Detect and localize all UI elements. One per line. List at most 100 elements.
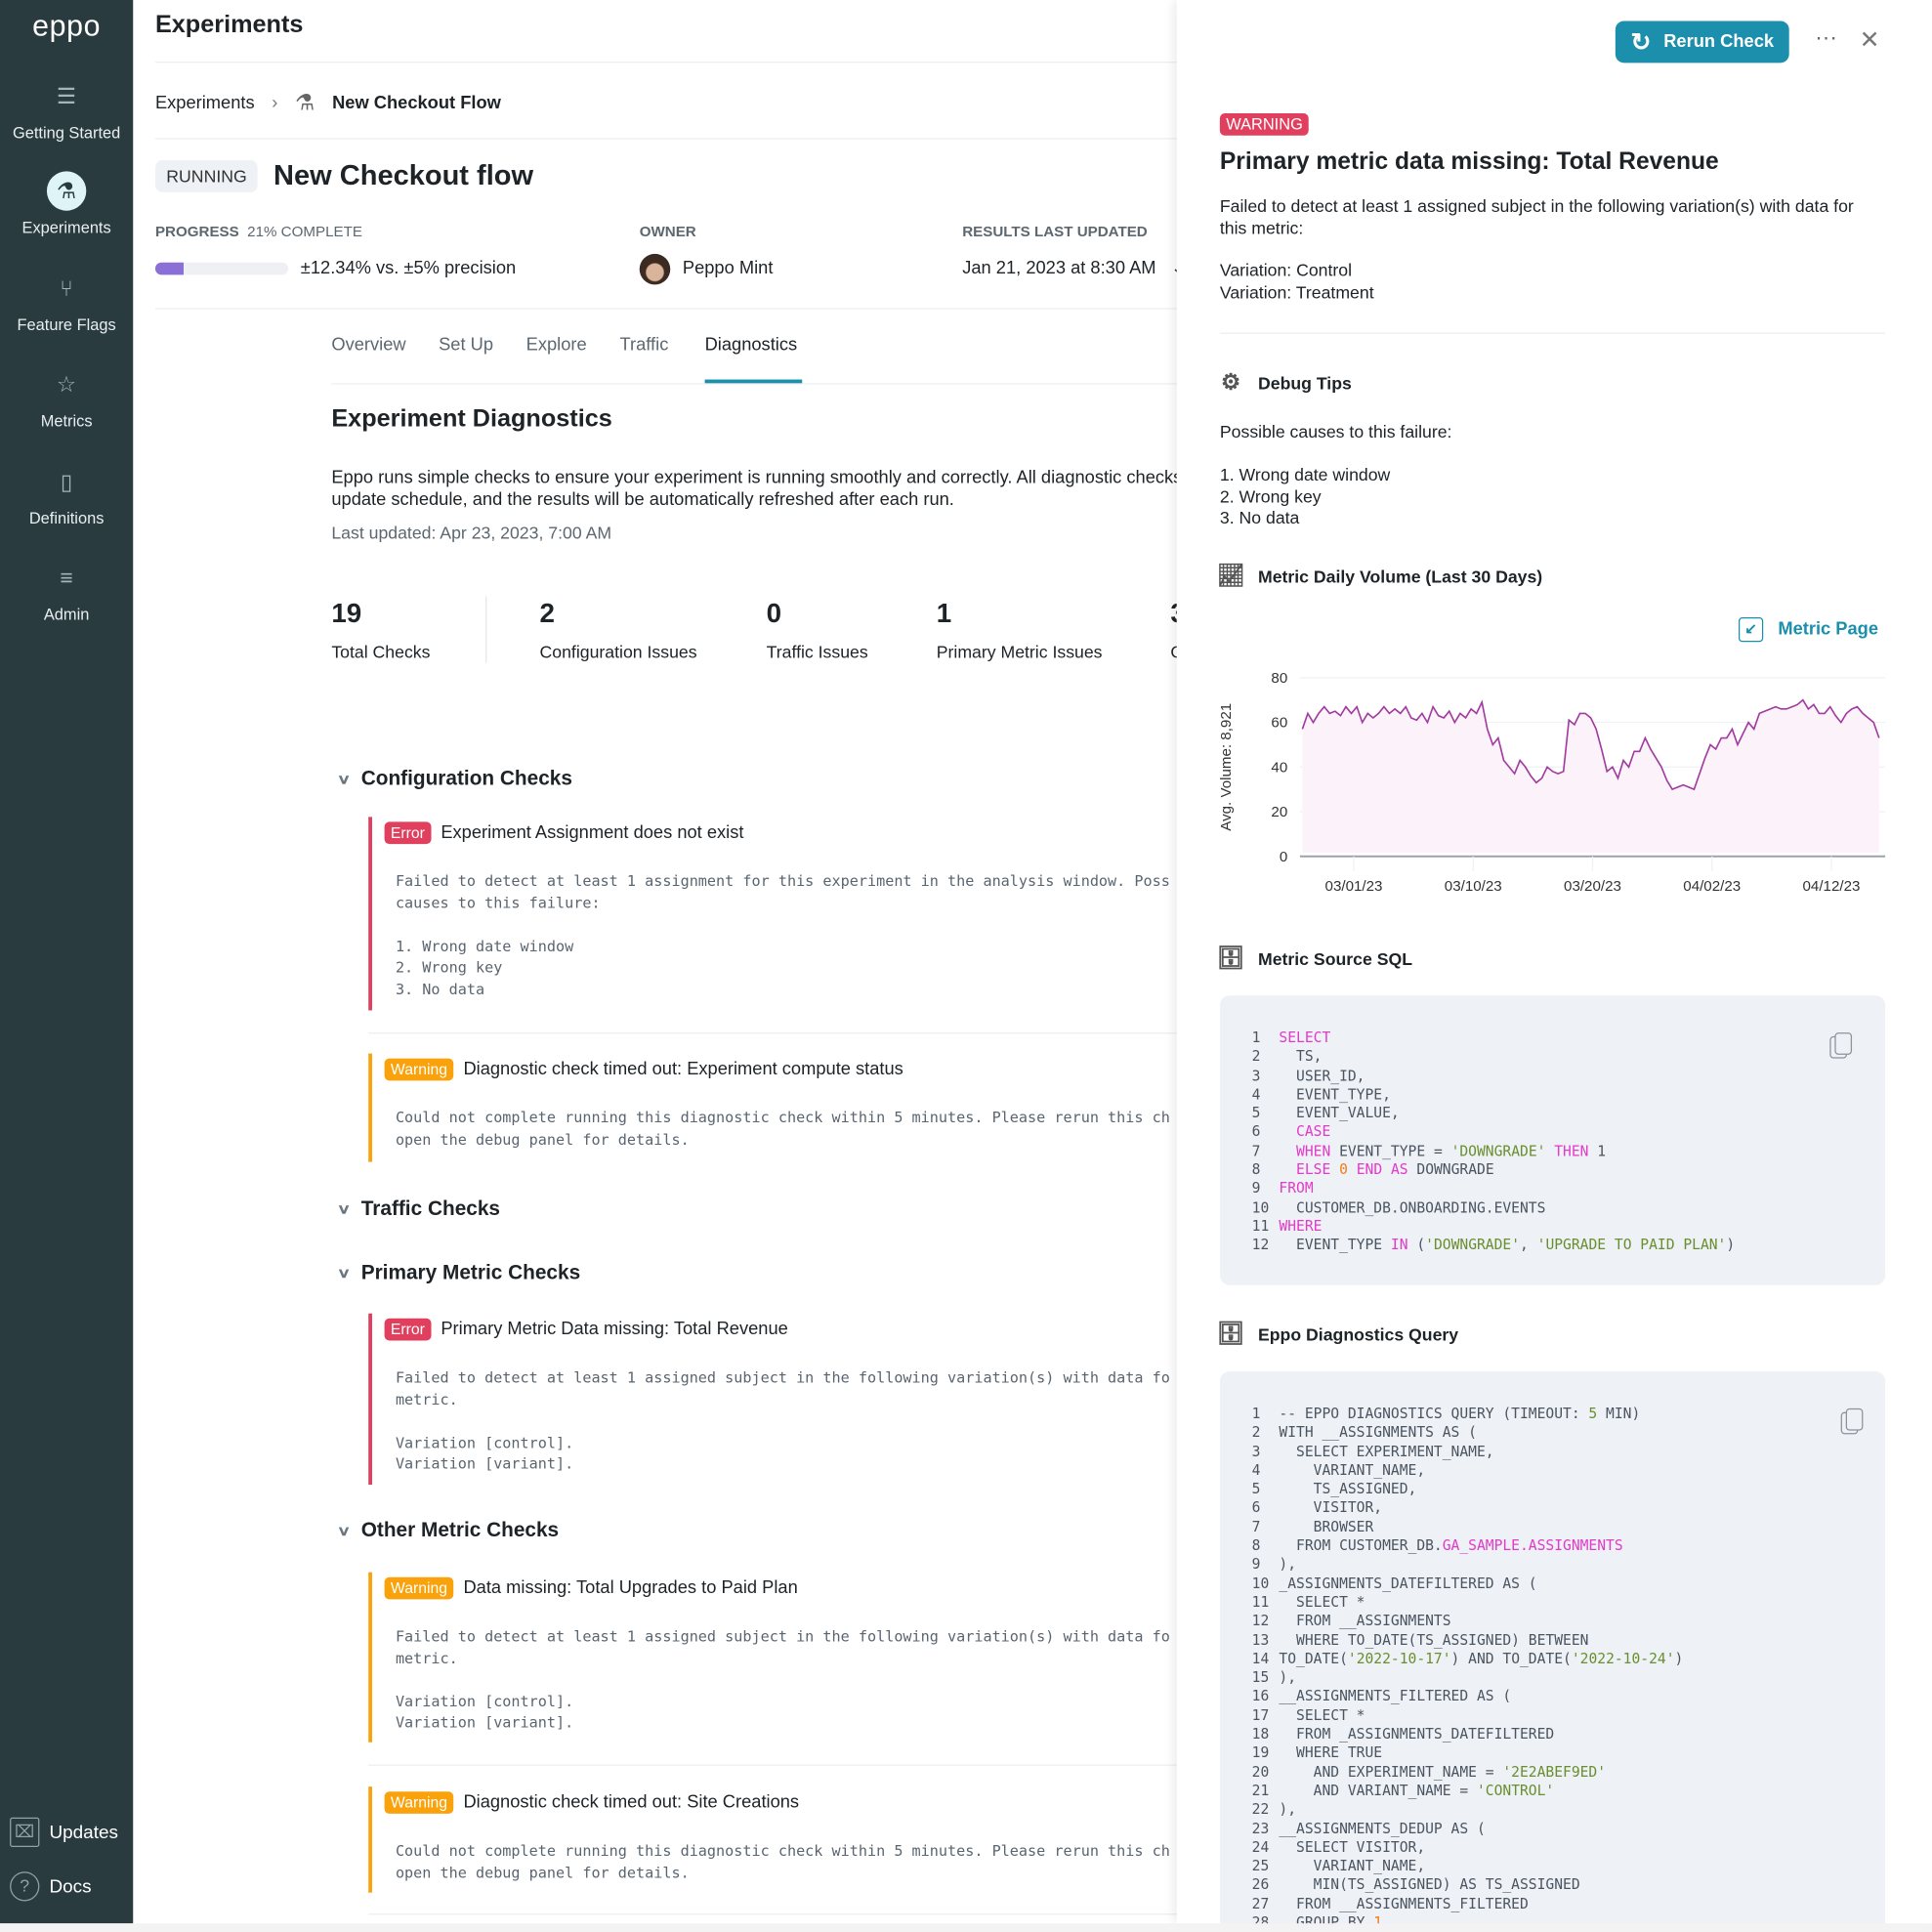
line-number: 16 xyxy=(1251,1687,1270,1705)
nav-label: Admin xyxy=(43,605,90,624)
breadcrumb-current: New Checkout Flow xyxy=(332,93,501,113)
line-number: 22 xyxy=(1251,1800,1270,1819)
metric-volume-heading: 📈︎ Metric Daily Volume (Last 30 Days) xyxy=(1216,564,1542,589)
tab-explore[interactable]: Explore xyxy=(525,335,587,356)
code-token: END xyxy=(1356,1160,1383,1179)
results-updated-select[interactable]: Jan 21, 2023 at 8:30 AM ⌄ xyxy=(962,259,1186,278)
tab-set-up[interactable]: Set Up xyxy=(439,335,494,356)
sidebar-item-getting-started[interactable]: ☰ Getting Started xyxy=(0,76,133,142)
line-number: 13 xyxy=(1251,1630,1270,1649)
code-line: 5 TS_ASSIGNED, xyxy=(1220,1480,1683,1498)
sidebar-item-metrics[interactable]: ☆ Metrics xyxy=(0,364,133,430)
code-line: 3 SELECT EXPERIMENT_NAME, xyxy=(1220,1443,1683,1461)
sidebar-item-definitions[interactable]: ▯ Definitions xyxy=(0,462,133,527)
code-token: USER_ID, xyxy=(1279,1066,1365,1084)
code-line: 9), xyxy=(1220,1555,1683,1574)
owner-label: OWNER xyxy=(639,223,696,240)
sidebar-item-experiments[interactable]: ⚗ Experiments xyxy=(0,171,133,236)
rerun-check-button[interactable]: ↻ Rerun Check xyxy=(1615,21,1789,63)
code-line: 7 BROWSER xyxy=(1220,1518,1683,1536)
book-icon: ▯ xyxy=(60,469,73,494)
sidebar-item-admin[interactable]: ≡ Admin xyxy=(0,558,133,623)
code-token: FROM _ASSIGNMENTS_DATEFILTERED xyxy=(1279,1725,1555,1743)
check-details: Failed to detect at least 1 assigned sub… xyxy=(395,1627,1170,1732)
diagnostics-sql-code-block: 1 -- EPPO DIAGNOSTICS QUERY (TIMEOUT: 5 M… xyxy=(1219,1371,1886,1932)
stat-value: 19 xyxy=(331,597,362,629)
check-details: Could not complete running this diagnost… xyxy=(395,1841,1170,1881)
check-title-row: Warning Diagnostic check timed out: Site … xyxy=(384,1791,799,1814)
code-line: 12 FROM __ASSIGNMENTS xyxy=(1220,1612,1683,1630)
stat-label: Configuration Issues xyxy=(539,642,697,662)
cause-item: 2. Wrong key xyxy=(1219,486,1322,507)
gift-icon: ⌧ xyxy=(10,1817,40,1847)
chevron-down-icon: ∨ xyxy=(336,1524,352,1539)
line-number: 2 xyxy=(1251,1047,1261,1066)
progress-text: 21% COMPLETE xyxy=(247,223,362,240)
line-number: 4 xyxy=(1251,1085,1261,1103)
owner-name: Peppo Mint xyxy=(682,258,774,279)
x-tick-label: 03/01/23 xyxy=(1325,878,1383,895)
sidebar-item-feature-flags[interactable]: ⑂ Feature Flags xyxy=(0,269,133,334)
heading-text: Metric Source SQL xyxy=(1257,947,1413,968)
code-token: MIN(TS_ASSIGNED) AS TS_ASSIGNED xyxy=(1279,1875,1580,1894)
section-other-metric-checks[interactable]: ∨ Other Metric Checks xyxy=(336,1519,560,1542)
close-icon[interactable]: ✕ xyxy=(1859,26,1880,55)
copy-icon[interactable] xyxy=(1829,1032,1853,1059)
section-traffic-checks[interactable]: ∨ Traffic Checks xyxy=(337,1197,501,1221)
code-token: SELECT xyxy=(1279,1029,1331,1047)
section-title: Other Metric Checks xyxy=(360,1519,560,1542)
code-token: ), xyxy=(1279,1555,1297,1574)
eppo-logo: eppo xyxy=(32,10,102,44)
y-tick-label: 80 xyxy=(1271,670,1287,687)
tab-overview[interactable]: Overview xyxy=(331,335,406,356)
chevron-down-icon: ∨ xyxy=(336,772,352,788)
stat-label: Primary Metric Issues xyxy=(936,642,1103,662)
database-sql-icon: 🗄︎ xyxy=(1216,945,1245,970)
tab-diagnostics[interactable]: Diagnostics xyxy=(704,335,798,356)
line-number: 3 xyxy=(1251,1066,1261,1084)
section-primary-metric-checks[interactable]: ∨ Primary Metric Checks xyxy=(337,1262,580,1285)
check-card[interactable]: Warning Data missing: Total Upgrades to P… xyxy=(368,1572,1231,1743)
code-token: WHERE xyxy=(1279,1217,1323,1235)
code-line: 1 SELECT xyxy=(1220,1029,1735,1047)
code-token: ) AND TO_DATE( xyxy=(1450,1649,1572,1667)
line-number: 19 xyxy=(1251,1743,1270,1762)
series-line xyxy=(1301,698,1880,791)
line-number: 21 xyxy=(1251,1782,1270,1799)
code-line: 4 VARIANT_NAME, xyxy=(1220,1461,1683,1480)
check-card[interactable]: Error Experiment Assignment does not exis… xyxy=(368,817,1231,1011)
warning-badge: Warning xyxy=(384,1791,454,1814)
check-title: Primary Metric Data missing: Total Reven… xyxy=(441,1320,788,1340)
progress-label: PROGRESS xyxy=(154,223,239,240)
check-title-row: Warning Data missing: Total Upgrades to P… xyxy=(384,1576,798,1600)
section-configuration-checks[interactable]: ∨ Configuration Checks xyxy=(336,767,572,791)
check-title: Experiment Assignment does not exist xyxy=(441,822,744,843)
line-number: 24 xyxy=(1251,1837,1270,1856)
code-line: 2 TS, xyxy=(1220,1048,1735,1067)
breadcrumb-experiments-link[interactable]: Experiments xyxy=(154,93,255,113)
section-title: Configuration Checks xyxy=(360,767,572,790)
code-line: 2 WITH __ASSIGNMENTS AS ( xyxy=(1220,1423,1683,1442)
y-tick-label: 40 xyxy=(1271,759,1287,776)
stat-value: 1 xyxy=(936,597,952,629)
metric-page-link[interactable]: ↙ Metric Page xyxy=(1738,617,1878,643)
check-card[interactable]: Warning Diagnostic check timed out: Exper… xyxy=(368,1053,1231,1162)
code-line: 6 CASE xyxy=(1220,1123,1735,1142)
line-number: 12 xyxy=(1251,1236,1270,1254)
section-title: Traffic Checks xyxy=(360,1197,501,1220)
sidebar-item-docs[interactable]: ? Docs xyxy=(10,1871,92,1902)
check-card[interactable]: Error Primary Metric Data missing: Total … xyxy=(368,1313,1231,1486)
more-options-icon[interactable]: ··· xyxy=(1815,24,1837,50)
code-token: '2022-10-24' xyxy=(1571,1649,1675,1667)
code-token: __ASSIGNMENTS_DEDUP AS ( xyxy=(1279,1819,1486,1837)
line-chart-icon: 📈︎ xyxy=(1216,563,1245,588)
tab-traffic[interactable]: Traffic xyxy=(619,335,669,356)
diagnostics-title: Experiment Diagnostics xyxy=(331,405,612,433)
copy-icon[interactable] xyxy=(1840,1407,1864,1435)
sidebar-item-updates[interactable]: ⌧ Updates xyxy=(10,1817,118,1847)
check-card[interactable]: Warning Diagnostic check timed out: Site … xyxy=(368,1786,1231,1893)
chart-star-icon: ☆ xyxy=(56,371,77,398)
nav-label: Docs xyxy=(49,1875,92,1898)
code-line: 18 FROM _ASSIGNMENTS_DATEFILTERED xyxy=(1220,1725,1683,1743)
debug-panel: ↻ Rerun Check ··· ✕ WARNING Primary metri… xyxy=(1176,0,1932,1932)
